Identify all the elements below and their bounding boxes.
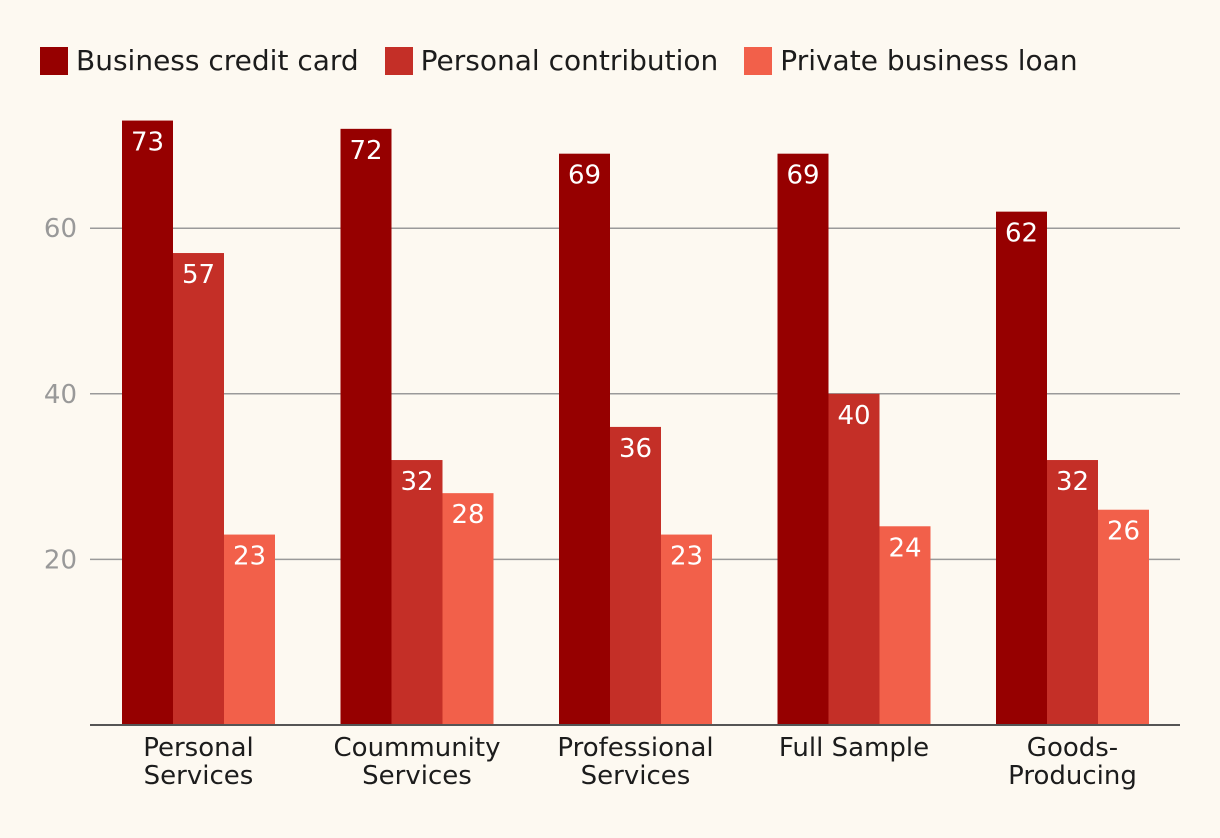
x-category-label-line-0-1: Services (144, 761, 254, 791)
data-label-4-2: 26 (1107, 517, 1140, 547)
data-label-4-0: 62 (1005, 219, 1038, 249)
data-label-4-1: 32 (1056, 467, 1089, 497)
x-category-label-1: Coummunity Services (334, 733, 501, 791)
x-category-label-0: Personal Services (143, 733, 254, 791)
x-category-label-line-1-0: Coummunity (334, 733, 501, 763)
bar-2-2 (661, 534, 712, 725)
x-category-label-line-2-1: Services (581, 761, 691, 791)
x-category-label-line-3-0: Full Sample (779, 733, 929, 763)
legend-label-private-business-loan: Private business loan (780, 44, 1078, 77)
bar-1-0 (340, 128, 392, 726)
x-category-label-line-0-0: Personal (143, 733, 254, 763)
bar-0-2 (224, 534, 275, 725)
legend-swatch-business-credit-card (40, 46, 68, 75)
bar-4-2 (1098, 509, 1149, 725)
x-category-label-2: Professional Services (557, 733, 713, 791)
bar-2-1 (610, 426, 661, 725)
x-category-label-4: Goods-Producing (1008, 733, 1137, 791)
legend-label-personal-contribution: Personal contribution (420, 44, 719, 77)
bar-0-0 (122, 120, 173, 725)
bar-4-0 (996, 211, 1047, 725)
x-category-label-line-4-0: Goods- (1027, 733, 1118, 763)
legend-item-private-business-loan: Private business loan (744, 44, 1078, 77)
data-label-3-1: 40 (837, 401, 870, 431)
data-label-1-1: 32 (400, 467, 433, 497)
y-tick-label-20: 20 (44, 545, 77, 575)
data-label-1-2: 28 (451, 500, 484, 530)
data-label-1-0: 72 (349, 136, 382, 166)
data-label-0-2: 23 (233, 542, 266, 572)
data-label-2-2: 23 (670, 542, 703, 572)
legend-swatch-personal-contribution (384, 46, 413, 75)
chart-legend: Business credit card Personal contributi… (40, 44, 1104, 77)
bar-3-2 (879, 526, 931, 725)
legend-label-business-credit-card: Business credit card (76, 44, 359, 77)
x-category-label-line-2-0: Professional (557, 733, 713, 763)
x-category-label-line-4-1: Producing (1008, 761, 1137, 791)
bar-4-1 (1047, 460, 1098, 725)
bar-3-1 (828, 393, 880, 725)
data-label-2-1: 36 (619, 434, 652, 464)
x-category-label-line-1-1: Services (362, 761, 472, 791)
bar-1-2 (442, 493, 494, 725)
data-label-3-0: 69 (786, 161, 819, 191)
bar-2-0 (559, 153, 610, 725)
bar-3-0 (777, 153, 829, 725)
y-tick-label-60: 60 (44, 214, 77, 244)
bar-1-1 (391, 460, 443, 725)
data-label-0-0: 73 (131, 128, 164, 158)
x-category-label-3: Full Sample (779, 733, 929, 763)
data-label-2-0: 69 (568, 161, 601, 191)
data-label-0-1: 57 (182, 260, 215, 290)
legend-swatch-private-business-loan (744, 46, 773, 75)
bar-0-1 (173, 253, 224, 726)
data-label-3-2: 24 (888, 533, 921, 563)
legend-item-business-credit-card: Business credit card (40, 44, 359, 77)
legend-item-personal-contribution: Personal contribution (384, 44, 719, 77)
y-tick-label-40: 40 (44, 380, 77, 410)
